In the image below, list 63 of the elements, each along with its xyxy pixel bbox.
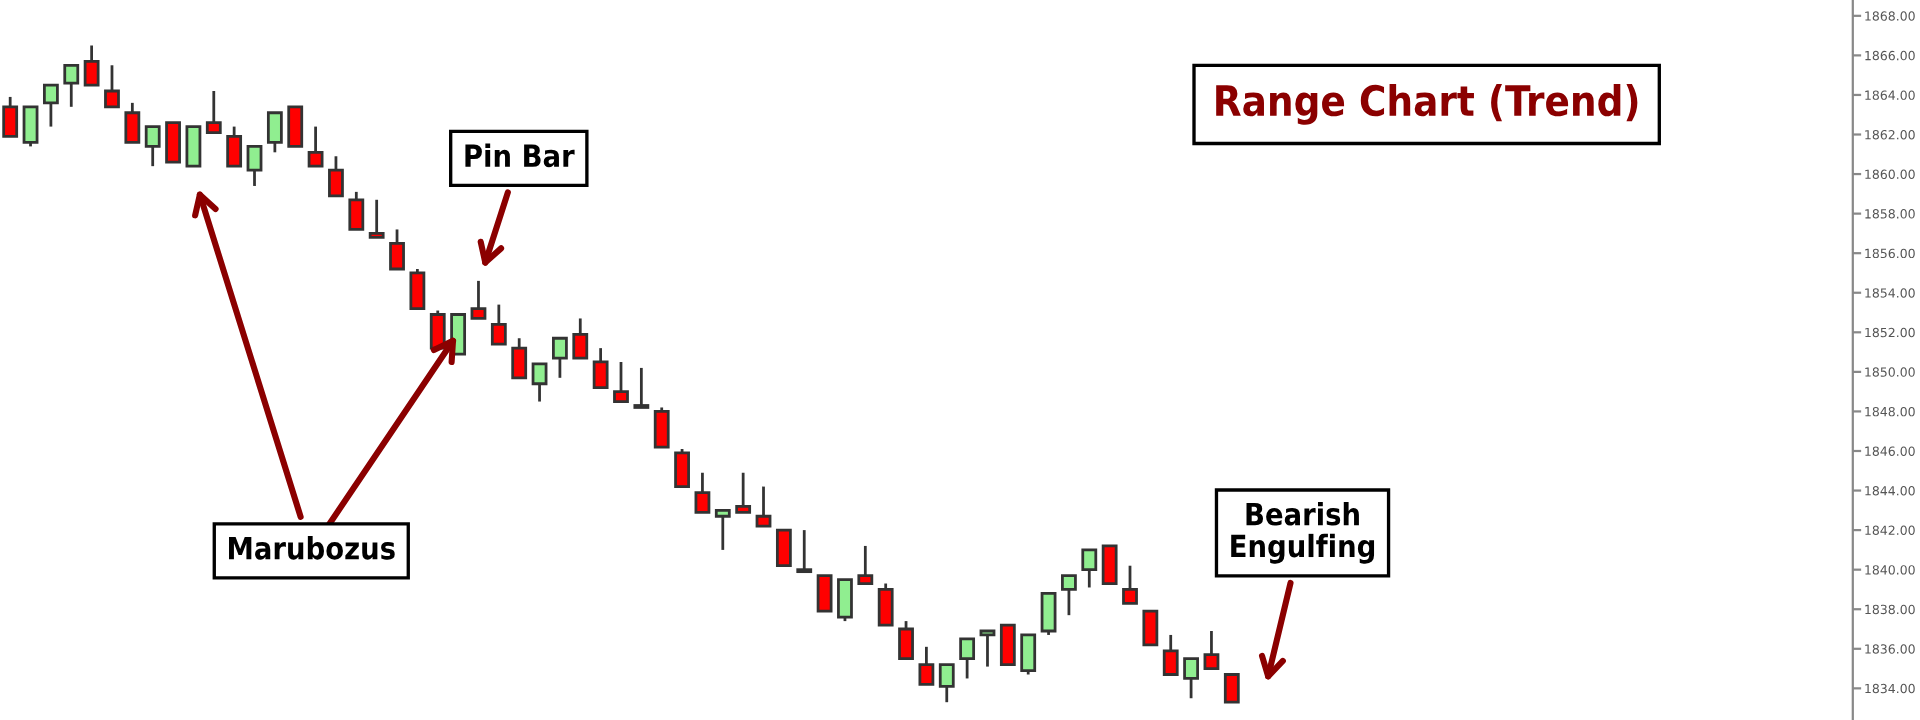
candlestick [592,346,609,390]
candlestick [511,336,528,380]
candlestick [613,360,629,403]
annotation: Pin Bar [465,143,575,168]
candlestick [328,154,344,198]
candlestick [714,508,731,552]
text: Range Chart (Trend) [1216,84,1638,125]
candlestick [368,198,385,239]
candlestick [1020,633,1037,676]
candlestick [348,190,365,231]
candlestick [246,144,263,188]
candlestick [226,125,243,168]
candlestick [694,471,711,514]
candlestick [1142,609,1159,647]
candlestick [490,303,507,346]
candlestick [83,44,100,87]
candlestick [43,83,59,128]
candlestick [674,447,690,488]
candlestick [572,317,589,360]
candlestick [898,619,914,661]
candlestick [755,485,772,528]
candlestick [22,105,39,148]
candlestick [205,89,222,134]
annotation: Bearish Engulfing [1231,501,1375,564]
candlestick [918,645,935,686]
candlestick [1223,673,1240,704]
candlestick [775,528,792,568]
candlestick [959,637,976,680]
candlestick [735,471,752,514]
candlestick [409,267,426,310]
candlestick [1122,564,1138,605]
candlestick [633,366,650,409]
candlestick [531,362,548,403]
candlestick [124,101,141,144]
candlestick [857,544,874,585]
candlestick [1101,544,1118,585]
candlestick [877,582,894,627]
candlestick [470,279,487,320]
candlestick [2,95,19,138]
candlestick [552,336,568,380]
candlestick [837,578,853,623]
candlestick [796,528,813,574]
candlestick [979,629,996,668]
candlestick [63,63,80,109]
candlestick [1183,657,1199,700]
candlestick [816,574,833,613]
candlestick [1162,633,1179,676]
candlestick [287,105,304,148]
candlestick [653,406,670,449]
candlestick [307,125,324,168]
candlestick [144,125,161,168]
candlestick [104,63,120,109]
candlestick [1040,592,1057,637]
candlestick [185,125,202,168]
candlestick [1061,574,1077,617]
candlestick [389,228,405,271]
candlestick [266,111,283,154]
candlestick [1081,548,1098,589]
annotation: Marubozus [229,536,395,560]
candlestick [938,663,955,704]
candlestick [1203,629,1220,670]
candlestick [999,623,1016,667]
candlestick [165,121,181,164]
